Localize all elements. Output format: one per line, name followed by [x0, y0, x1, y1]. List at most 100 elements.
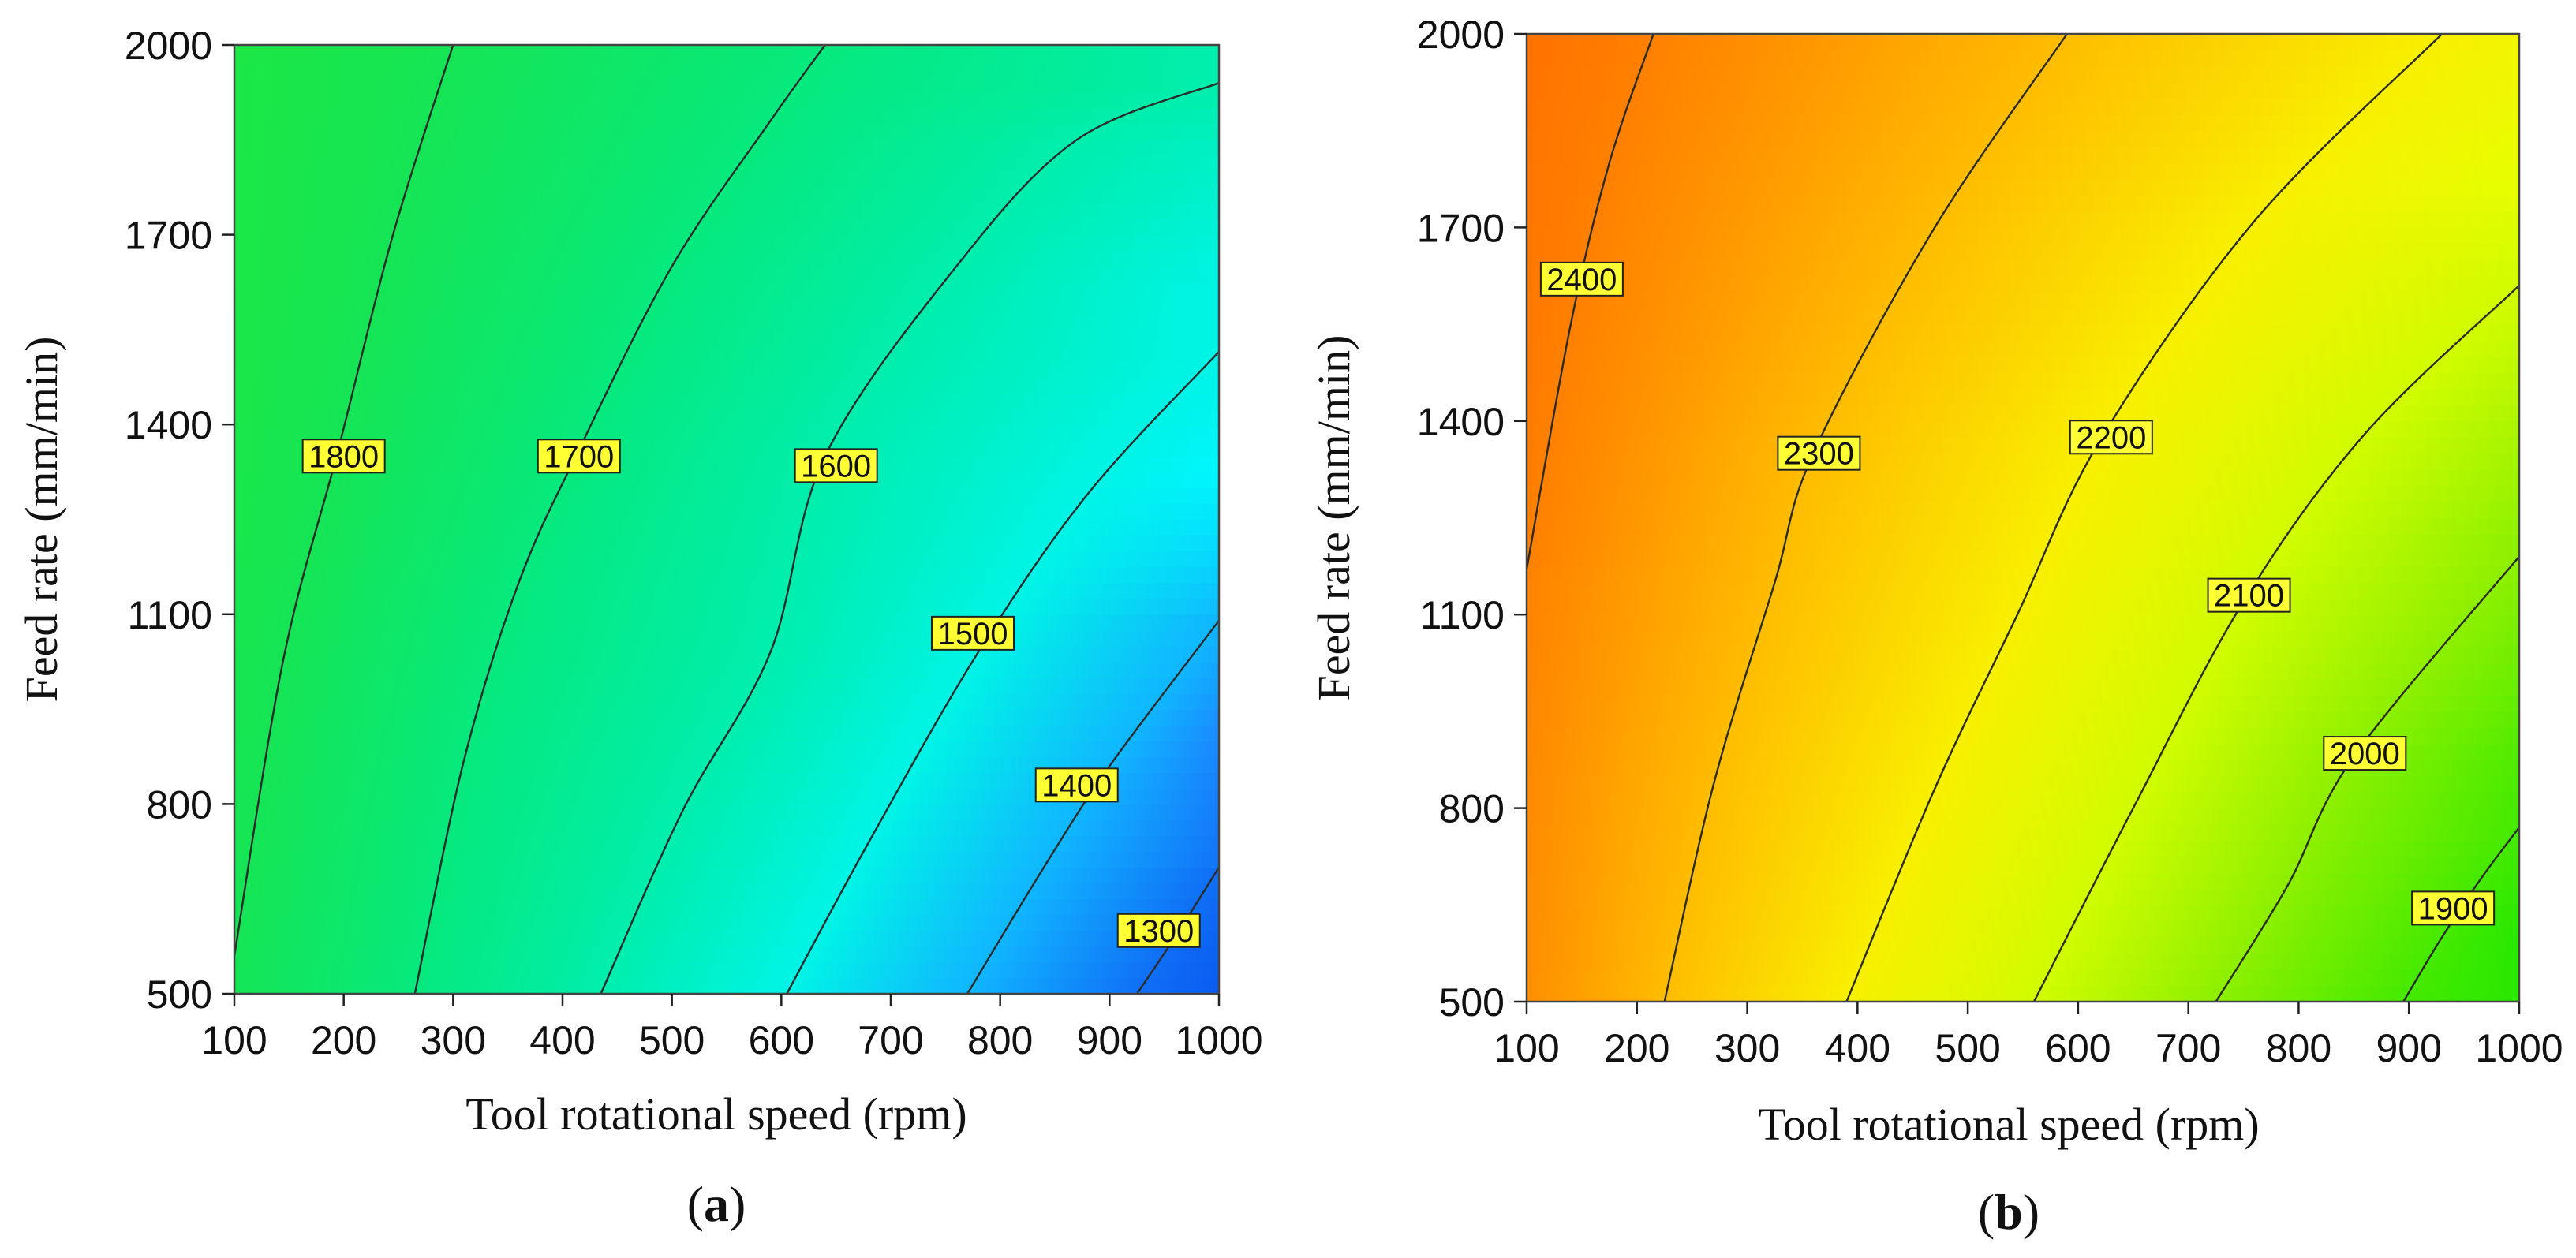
- fill-band: [1527, 468, 2519, 487]
- contour-label-text: 2000: [2330, 737, 2400, 771]
- fill-band: [1527, 275, 2519, 293]
- y-tick-label: 500: [1439, 980, 1505, 1025]
- y-tick-label: 800: [1439, 787, 1505, 831]
- fill-band: [234, 518, 1219, 536]
- fill-band: [234, 756, 1219, 773]
- x-tick-label: 600: [2045, 1026, 2111, 1070]
- y-tick-label: 1700: [125, 214, 212, 258]
- fill-band: [1527, 162, 2519, 180]
- y-tick-label: 1400: [1417, 400, 1505, 444]
- y-tick-label: 2000: [125, 24, 212, 68]
- fill-band: [234, 708, 1219, 726]
- fill-band: [234, 661, 1219, 678]
- x-tick-label: 900: [1077, 1018, 1142, 1062]
- contour-label-1600: 1600: [794, 448, 878, 483]
- contour-fill: [1527, 34, 2519, 1002]
- fill-band: [1527, 984, 2519, 1002]
- contour-label-text: 1800: [308, 439, 379, 474]
- fill-band: [234, 76, 1219, 93]
- y-tick-label: 800: [147, 782, 212, 827]
- contour-label-2400: 2400: [1539, 261, 1624, 297]
- fill-band: [234, 582, 1219, 599]
- contour-label-1300: 1300: [1116, 913, 1201, 949]
- fill-band: [234, 803, 1219, 821]
- contour-label-text: 1400: [1041, 768, 1112, 803]
- fill-band: [234, 234, 1219, 252]
- fill-band: [234, 740, 1219, 757]
- contour-label-text: 1300: [1123, 914, 1194, 949]
- fill-band: [1527, 711, 2519, 728]
- fill-band: [234, 60, 1219, 77]
- fill-band: [1527, 81, 2519, 99]
- y-tick-label: 1100: [1419, 593, 1505, 637]
- fill-band: [234, 867, 1219, 884]
- fill-band: [234, 266, 1219, 283]
- contour-label-2100: 2100: [2207, 577, 2291, 614]
- fill-band: [234, 898, 1219, 916]
- fill-band: [1527, 49, 2519, 67]
- x-tick-label: 700: [2155, 1026, 2221, 1070]
- y-tick-label: 1700: [1417, 206, 1505, 250]
- y-axis: 500 800 1100 1400 1700 2000: [125, 24, 234, 1017]
- y-axis-title: Feed rate (mm/min): [1308, 335, 1359, 701]
- x-axis: 100 200 300 400 500 600 700 800 900 1000: [201, 994, 1263, 1062]
- fill-band: [234, 551, 1219, 568]
- fill-band: [234, 170, 1219, 189]
- fill-band: [1527, 323, 2519, 342]
- fill-band: [234, 218, 1219, 236]
- fill-band: [1527, 969, 2519, 987]
- fill-band: [234, 250, 1219, 267]
- x-tick-label: 200: [311, 1018, 376, 1062]
- y-tick-label: 500: [147, 972, 212, 1017]
- x-tick-label: 800: [2266, 1026, 2331, 1070]
- x-axis: 100 200 300 400 500 600 700 800 900 1000: [1494, 1002, 2563, 1070]
- y-tick-label: 2000: [1417, 13, 1505, 57]
- fill-band: [1527, 243, 2519, 260]
- fill-band: [234, 471, 1219, 488]
- y-tick-label: 1400: [125, 403, 212, 447]
- y-axis-title: Feed rate (mm/min): [16, 337, 67, 703]
- fill-band: [234, 345, 1219, 362]
- contour-label-text: 1500: [938, 617, 1008, 651]
- fill-band: [1527, 533, 2519, 551]
- contour-label-2200: 2200: [2069, 420, 2153, 455]
- contour-label-2000: 2000: [2323, 736, 2407, 771]
- contour-label-text: 2100: [2214, 579, 2284, 614]
- fill-band: [1527, 549, 2519, 567]
- fill-band: [234, 297, 1219, 315]
- fill-band: [1527, 308, 2519, 325]
- panel-b: 2400 2300 2200 2100 2000 1900 100 200 300 400 500 6…: [1308, 13, 2563, 1240]
- fill-band: [1527, 566, 2519, 583]
- fill-band: [1527, 388, 2519, 405]
- contour-line-1500: [786, 351, 1219, 994]
- x-tick-label: 400: [1825, 1026, 1890, 1070]
- fill-band: [1527, 694, 2519, 712]
- fill-band: [234, 439, 1219, 457]
- fill-band: [234, 598, 1219, 615]
- fill-band: [234, 487, 1219, 505]
- fill-band: [1527, 130, 2519, 147]
- contour-label-text: 2400: [1546, 263, 1617, 297]
- fill-band: [1527, 614, 2519, 632]
- fill-band: [1527, 259, 2519, 277]
- fill-band: [234, 566, 1219, 584]
- fill-band: [1527, 436, 2519, 454]
- fill-band: [234, 645, 1219, 663]
- fill-band: [1527, 404, 2519, 422]
- fill-band: [1527, 791, 2519, 809]
- fill-band: [234, 614, 1219, 631]
- x-tick-label: 1000: [2475, 1026, 2563, 1070]
- fill-band: [234, 977, 1219, 994]
- y-tick-label: 1100: [127, 593, 212, 637]
- fill-band: [1527, 485, 2519, 502]
- fill-band: [234, 313, 1219, 330]
- x-tick-label: 600: [749, 1018, 814, 1062]
- x-tick-label: 200: [1604, 1026, 1669, 1070]
- x-axis-title: Tool rotational speed (rpm): [1758, 1099, 2259, 1150]
- contour-line-2400: [1527, 34, 1654, 570]
- fill-band: [234, 360, 1219, 378]
- x-tick-label: 900: [2376, 1026, 2442, 1070]
- fill-band: [1527, 839, 2519, 857]
- x-tick-label: 300: [1714, 1026, 1780, 1070]
- fill-band: [1527, 920, 2519, 938]
